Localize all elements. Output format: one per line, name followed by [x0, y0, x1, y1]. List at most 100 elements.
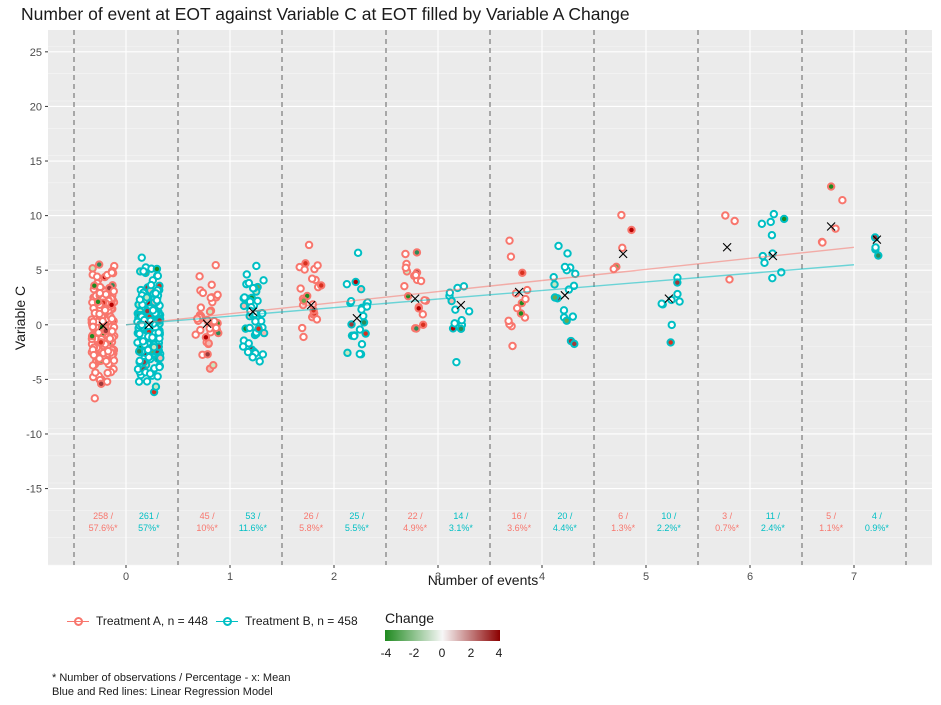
data-point	[135, 329, 144, 339]
count-label: 25 /	[349, 511, 365, 521]
data-point	[239, 301, 249, 311]
y-tick-label: -5	[32, 374, 42, 386]
percent-label: 1.3%*	[611, 523, 636, 533]
count-label: 45 /	[200, 511, 216, 521]
data-point	[134, 377, 144, 386]
data-point	[831, 224, 840, 233]
data-point	[100, 306, 110, 315]
legend-key-b	[215, 612, 239, 630]
data-point	[355, 349, 364, 359]
data-point	[91, 368, 100, 377]
gradient-tick: -2	[408, 646, 420, 660]
data-point	[205, 324, 214, 333]
data-point	[559, 306, 569, 315]
mean-marker	[248, 307, 258, 317]
data-point	[105, 334, 115, 343]
y-tick-label: 25	[30, 47, 42, 59]
data-point	[618, 243, 627, 252]
data-point	[550, 280, 559, 289]
data-point	[563, 249, 572, 258]
data-point	[347, 320, 356, 329]
data-point	[666, 338, 675, 347]
percent-label: 5.8%*	[299, 523, 324, 533]
data-point	[90, 394, 99, 403]
data-point	[464, 307, 474, 316]
mean-marker	[826, 222, 836, 231]
gradient-tick: 2	[467, 646, 475, 660]
mean-marker	[144, 320, 154, 330]
count-label: 10 /	[661, 511, 677, 521]
data-point	[203, 350, 212, 359]
data-point	[255, 357, 264, 366]
x-tick-label: 2	[331, 571, 337, 583]
y-tick-label: -10	[26, 429, 42, 441]
gradient-tick: 4	[495, 646, 503, 660]
data-point	[353, 248, 363, 258]
count-label: 22 /	[408, 511, 424, 521]
percent-label: 57.6%*	[89, 523, 119, 533]
data-point	[151, 289, 160, 298]
data-point	[198, 288, 208, 298]
percent-label: 3.6%*	[507, 523, 532, 533]
count-label: 53 /	[245, 511, 261, 521]
data-point	[296, 284, 305, 293]
data-point	[550, 293, 560, 302]
data-point	[766, 217, 775, 227]
data-point	[153, 271, 163, 281]
data-point	[88, 361, 98, 370]
percent-label: 0.9%*	[865, 523, 890, 533]
percent-label: 0.7%*	[715, 523, 740, 533]
data-point	[307, 274, 317, 283]
data-point	[107, 268, 117, 277]
data-point	[152, 264, 162, 274]
data-point	[95, 354, 104, 363]
data-point	[401, 249, 410, 259]
data-point	[554, 241, 563, 251]
data-point	[142, 293, 151, 302]
legend-item-treatment-a: Treatment A, n = 448	[66, 612, 208, 630]
count-label: 14 /	[453, 511, 469, 521]
legend-item-treatment-b: Treatment B, n = 458	[215, 612, 358, 630]
data-point	[351, 277, 360, 287]
data-point	[96, 379, 106, 388]
data-point	[145, 369, 155, 378]
data-point	[137, 253, 146, 262]
data-point	[98, 317, 107, 326]
percent-label: 11.6%*	[239, 523, 268, 533]
mean-marker	[618, 249, 628, 259]
data-point	[103, 346, 113, 356]
gradient-legend-title: Change	[385, 610, 435, 626]
data-point	[149, 342, 159, 352]
count-label: 5 /	[826, 511, 837, 521]
y-tick-label: 10	[30, 211, 42, 223]
data-point	[205, 307, 215, 316]
data-point	[721, 211, 730, 220]
data-point	[297, 323, 307, 333]
data-point	[107, 314, 117, 324]
data-point	[90, 281, 99, 290]
data-point	[609, 264, 618, 274]
footnote-2: Blue and Red lines: Linear Regression Mo…	[52, 686, 273, 698]
mean-marker	[560, 290, 570, 300]
percent-label: 3.1%*	[449, 523, 474, 533]
data-point	[240, 293, 249, 302]
data-point	[508, 341, 517, 351]
data-point	[416, 276, 426, 286]
data-point	[312, 315, 322, 324]
data-point	[512, 303, 522, 313]
data-point	[357, 340, 367, 349]
data-point	[155, 362, 164, 372]
data-point	[209, 360, 218, 370]
data-point	[356, 284, 366, 294]
data-point	[412, 248, 422, 257]
mean-marker	[98, 321, 108, 331]
data-point	[206, 293, 215, 302]
data-point	[767, 231, 777, 240]
data-point	[359, 311, 368, 321]
data-point	[349, 331, 359, 341]
data-point	[242, 270, 251, 279]
mean-marker	[768, 251, 778, 261]
data-point	[207, 280, 216, 290]
count-label: 258 /	[93, 511, 114, 521]
data-point	[95, 309, 104, 319]
